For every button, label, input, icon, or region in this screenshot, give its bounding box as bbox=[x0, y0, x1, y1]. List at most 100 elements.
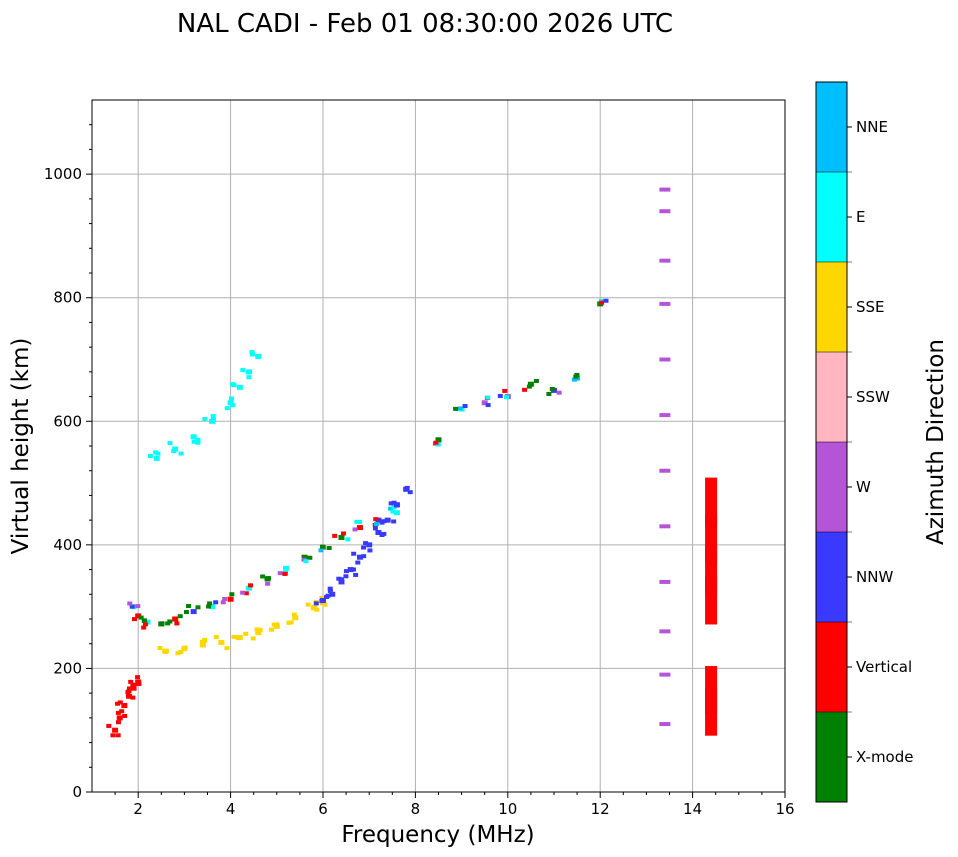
data-point bbox=[375, 517, 382, 523]
data-point bbox=[457, 406, 463, 411]
data-point bbox=[355, 560, 361, 565]
data-point bbox=[213, 600, 219, 605]
data-point bbox=[497, 393, 503, 398]
data-point bbox=[228, 396, 234, 401]
data-point bbox=[246, 375, 252, 380]
data-point bbox=[206, 604, 212, 609]
data-point bbox=[110, 733, 116, 738]
data-point bbox=[366, 542, 373, 548]
data-point bbox=[288, 620, 294, 625]
data-point bbox=[260, 574, 266, 579]
data-point bbox=[231, 634, 237, 639]
x-tick-label: 14 bbox=[683, 800, 702, 818]
data-point bbox=[705, 514, 718, 563]
data-point bbox=[318, 548, 324, 553]
data-point bbox=[255, 630, 262, 636]
data-point bbox=[379, 520, 385, 525]
data-point bbox=[307, 555, 313, 560]
data-point bbox=[183, 610, 189, 615]
trace-vertical-column-13-4-mhz bbox=[659, 187, 671, 727]
data-point bbox=[347, 567, 354, 573]
data-point bbox=[354, 519, 360, 524]
data-point bbox=[659, 524, 671, 529]
data-point bbox=[332, 533, 338, 538]
data-point bbox=[115, 710, 121, 715]
data-point bbox=[119, 709, 125, 714]
x-tick-label: 12 bbox=[591, 800, 610, 818]
data-point bbox=[453, 406, 459, 411]
data-point bbox=[246, 585, 253, 591]
data-point bbox=[115, 733, 121, 738]
data-point bbox=[522, 387, 528, 392]
data-point bbox=[190, 434, 197, 440]
data-point bbox=[141, 618, 147, 623]
x-axis: 2 4 6 8 10 12 14 16 bbox=[114, 792, 795, 818]
y-tick-label: 200 bbox=[53, 659, 82, 677]
data-point bbox=[283, 565, 290, 571]
data-point bbox=[379, 532, 385, 537]
trace-vertical-column-14-4-mhz bbox=[705, 477, 718, 736]
data-point bbox=[481, 400, 488, 406]
data-point bbox=[388, 501, 394, 506]
colorbar-swatch-nne bbox=[816, 82, 847, 172]
y-tick-label: 600 bbox=[53, 412, 82, 430]
data-point bbox=[373, 522, 379, 527]
data-point bbox=[191, 439, 197, 444]
data-point bbox=[291, 612, 297, 617]
data-point bbox=[172, 616, 179, 622]
data-point bbox=[433, 440, 439, 445]
data-point bbox=[391, 500, 397, 505]
data-point bbox=[350, 567, 356, 572]
data-point bbox=[236, 384, 243, 390]
data-point bbox=[345, 537, 351, 542]
data-point bbox=[202, 417, 208, 422]
data-point bbox=[209, 604, 216, 610]
data-point bbox=[274, 622, 280, 627]
data-point bbox=[326, 545, 332, 550]
data-point bbox=[603, 298, 609, 303]
data-point bbox=[322, 602, 328, 607]
data-point bbox=[356, 525, 363, 531]
colorbar-tick-label: NNW bbox=[856, 568, 893, 586]
data-point bbox=[249, 350, 255, 355]
data-point bbox=[343, 569, 349, 574]
colorbar-tick-label: Vertical bbox=[856, 658, 912, 676]
trace-low-ionogram-spread bbox=[127, 505, 400, 630]
data-point bbox=[313, 601, 319, 606]
y-axis-label: Virtual height (km) bbox=[8, 338, 34, 555]
data-point bbox=[177, 614, 183, 619]
data-point bbox=[190, 609, 197, 615]
data-point bbox=[153, 455, 160, 461]
data-point bbox=[254, 627, 260, 632]
data-point bbox=[121, 703, 128, 708]
data-point bbox=[659, 187, 671, 192]
data-point bbox=[265, 576, 271, 581]
data-point bbox=[243, 631, 249, 636]
data-point bbox=[182, 645, 188, 650]
data-point bbox=[407, 490, 413, 495]
data-point bbox=[338, 579, 345, 585]
data-point bbox=[363, 541, 369, 546]
data-point bbox=[138, 615, 144, 620]
x-tick-label: 8 bbox=[411, 800, 421, 818]
data-point bbox=[319, 599, 325, 604]
data-point bbox=[115, 701, 121, 706]
colorbar-swatch-ssw bbox=[816, 352, 847, 442]
data-point bbox=[141, 625, 147, 630]
chart-title: NAL CADI - Feb 01 08:30:00 2026 UTC bbox=[177, 9, 673, 39]
colorbar-tick-label: SSW bbox=[856, 388, 890, 406]
x-tick-label: 6 bbox=[318, 800, 328, 818]
colorbar-tick-label: W bbox=[856, 478, 871, 496]
data-point bbox=[195, 440, 201, 445]
y-tick-label: 400 bbox=[53, 536, 82, 554]
y-tick-label: 1000 bbox=[44, 165, 82, 183]
data-point bbox=[485, 395, 491, 400]
data-point bbox=[230, 382, 236, 387]
data-point bbox=[199, 642, 206, 648]
data-point bbox=[659, 413, 671, 418]
data-point bbox=[129, 604, 135, 609]
colorbar-label: Azimuth Direction bbox=[923, 339, 949, 545]
data-point bbox=[195, 605, 201, 610]
data-point bbox=[147, 454, 153, 459]
